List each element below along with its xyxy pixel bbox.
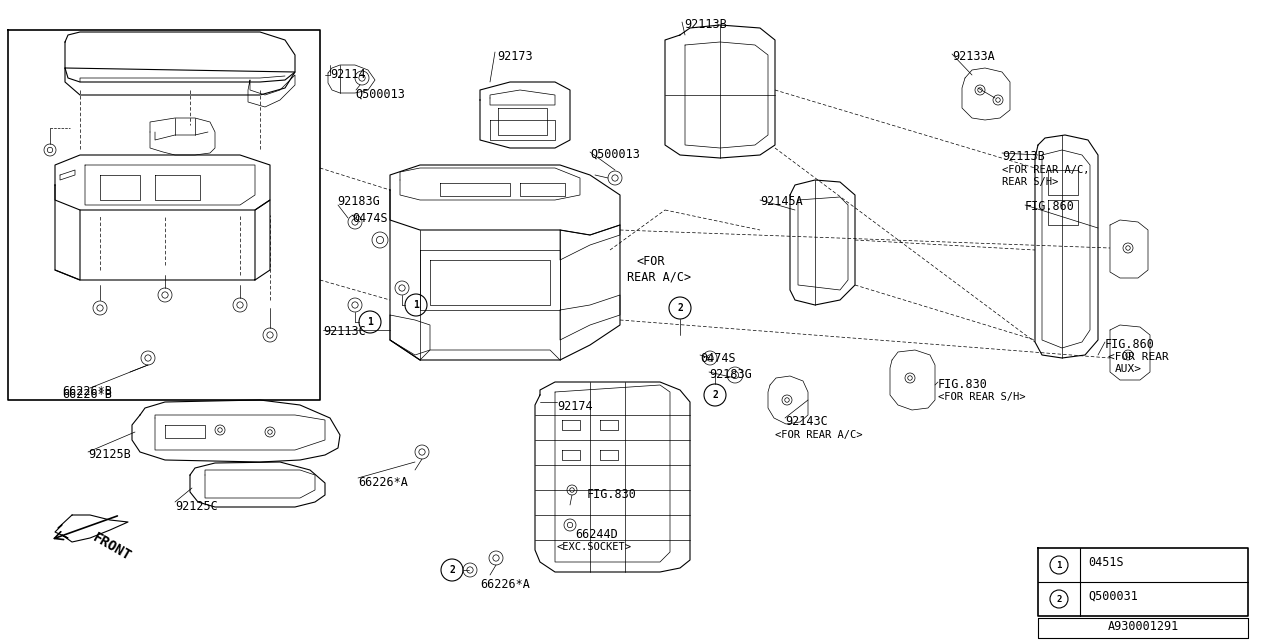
Text: FIG.830: FIG.830: [588, 488, 637, 501]
Text: 1: 1: [1056, 561, 1061, 570]
Text: 92143C: 92143C: [785, 415, 828, 428]
Text: 66226*B: 66226*B: [61, 388, 111, 401]
Text: Q500031: Q500031: [1088, 590, 1138, 603]
Text: <FOR REAR A/C,: <FOR REAR A/C,: [1002, 165, 1089, 175]
Text: <FOR REAR S/H>: <FOR REAR S/H>: [938, 392, 1025, 402]
Text: Q500013: Q500013: [590, 148, 640, 161]
Text: 0474S: 0474S: [700, 352, 736, 365]
Text: 1: 1: [413, 300, 419, 310]
Text: 92145A: 92145A: [760, 195, 803, 208]
Text: 2: 2: [449, 565, 454, 575]
Text: <EXC.SOCKET>: <EXC.SOCKET>: [556, 542, 631, 552]
Text: 92174: 92174: [557, 400, 593, 413]
Text: 0474S: 0474S: [352, 212, 388, 225]
Text: 2: 2: [677, 303, 684, 313]
Text: 92133A: 92133A: [952, 50, 995, 63]
Text: 92113B: 92113B: [1002, 150, 1044, 163]
Text: AUX>: AUX>: [1115, 364, 1142, 374]
Text: <FOR REAR: <FOR REAR: [1108, 352, 1169, 362]
Text: 92114: 92114: [330, 68, 366, 81]
Text: 92183G: 92183G: [709, 368, 751, 381]
Text: <FOR REAR A/C>: <FOR REAR A/C>: [774, 430, 863, 440]
Text: <FOR: <FOR: [636, 255, 664, 268]
Text: 66244D: 66244D: [575, 528, 618, 541]
Text: FIG.830: FIG.830: [938, 378, 988, 391]
Text: 92173: 92173: [497, 50, 532, 63]
Text: 66226*A: 66226*A: [358, 476, 408, 489]
Text: 92183G: 92183G: [337, 195, 380, 208]
Text: REAR A/C>: REAR A/C>: [627, 270, 691, 283]
Text: 2: 2: [1056, 595, 1061, 604]
Text: 92125C: 92125C: [175, 500, 218, 513]
Text: 92113C: 92113C: [323, 325, 366, 338]
Text: Q500013: Q500013: [355, 88, 404, 101]
Text: FIG.860: FIG.860: [1105, 338, 1155, 351]
Text: 0451S: 0451S: [1088, 556, 1124, 569]
Text: A930001291: A930001291: [1107, 620, 1179, 633]
Text: 2: 2: [712, 390, 718, 400]
Text: FIG.860: FIG.860: [1025, 200, 1075, 213]
Text: 92125B: 92125B: [88, 448, 131, 461]
Text: 92113B: 92113B: [684, 18, 727, 31]
Text: 66226*A: 66226*A: [480, 578, 530, 591]
Text: 66226*B: 66226*B: [61, 385, 111, 398]
Text: REAR S/H>: REAR S/H>: [1002, 177, 1059, 187]
Text: FRONT: FRONT: [90, 530, 133, 563]
Text: 1: 1: [367, 317, 372, 327]
